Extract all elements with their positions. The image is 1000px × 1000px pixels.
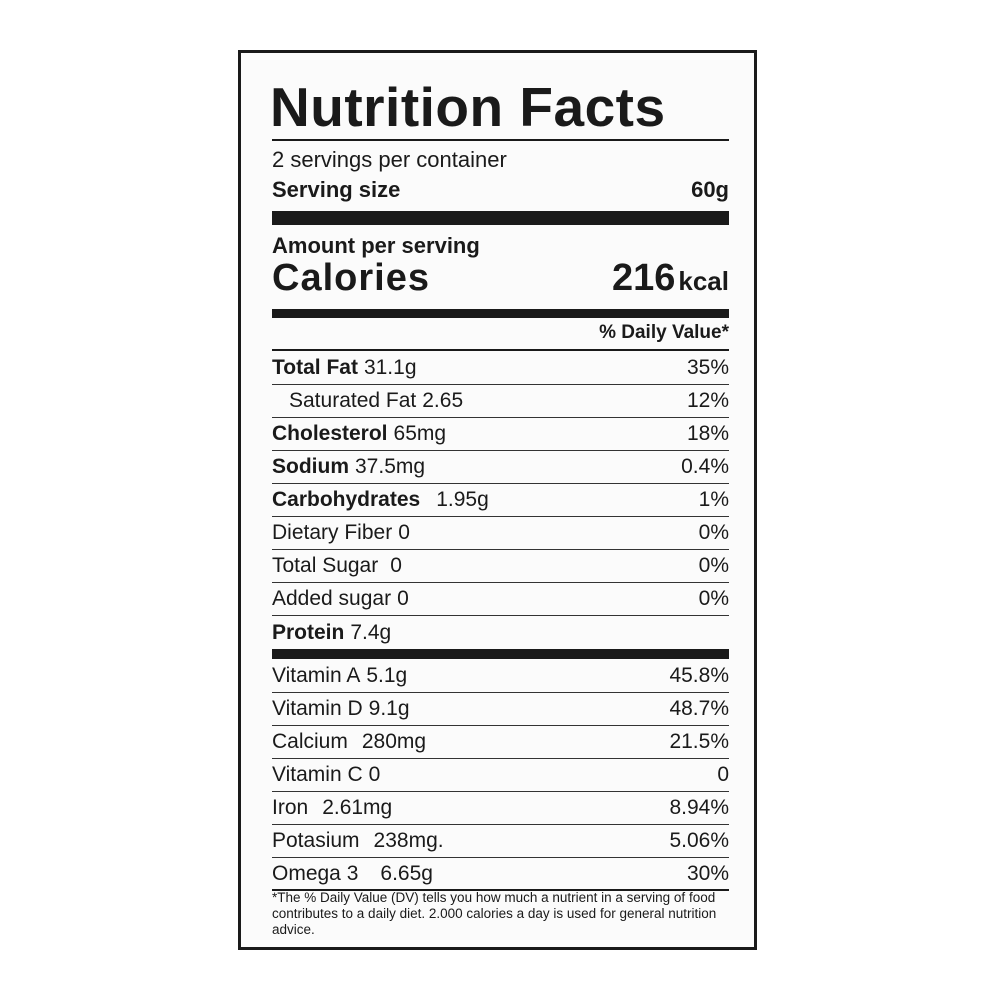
nutrient-amount: 37.5mg — [355, 455, 426, 478]
nutrient-amount: 1.95g — [436, 488, 489, 511]
vitamin-row: Vitamin A 5.1g 45.8% — [272, 660, 729, 693]
nutrient-row: Dietary Fiber 0 0% — [272, 517, 729, 550]
rule — [272, 349, 729, 351]
vitamin-amount: 280mg — [361, 730, 427, 753]
nutrient-amount: 0 — [398, 521, 410, 544]
nutrient-row: Sodium 37.5mg 0.4% — [272, 451, 729, 484]
thick-rule — [272, 649, 729, 659]
vitamin-name: Vitamin C — [272, 763, 363, 786]
nutrient-name: Saturated Fat — [289, 389, 417, 412]
nutrient-amount: 0 — [397, 587, 409, 610]
vitamin-row: Vitamin D 9.1g 48.7% — [272, 693, 729, 726]
vitamin-dv: 8.94% — [669, 796, 729, 819]
vitamin-row: Iron 2.61mg 8.94% — [272, 792, 729, 825]
vitamin-name: Potasium — [272, 829, 360, 852]
amount-per-serving: Amount per serving — [272, 233, 480, 258]
nutrient-name: Protein — [272, 620, 345, 644]
thick-rule — [272, 309, 729, 318]
nutrient-row: Carbohydrates 1.95g 1% — [272, 484, 729, 517]
nutrient-dv: 0% — [698, 587, 729, 610]
nutrient-dv: 12% — [686, 389, 729, 412]
nutrient-amount: 2.65 — [422, 389, 464, 412]
vitamin-dv: 0 — [717, 763, 729, 786]
vitamin-amount: 9.1g — [368, 697, 410, 720]
serving-size-value: 60g — [691, 177, 729, 202]
vitamin-amount: 0 — [368, 763, 381, 786]
nutrient-dv: 0% — [698, 521, 729, 544]
nutrient-dv: 1% — [698, 488, 729, 511]
nutrient-name: Cholesterol — [272, 422, 388, 445]
vitamin-name: Calcium — [272, 730, 348, 753]
nutrient-list: Total Fat 31.1g 35% Saturated Fat 2.65 12% C… — [272, 352, 729, 649]
nutrient-name: Dietary Fiber — [272, 521, 393, 544]
footnote: *The % Daily Value (DV) tells you how mu… — [272, 890, 717, 937]
nutrient-name: Added sugar — [272, 587, 392, 610]
nutrient-amount: 65mg — [393, 422, 447, 445]
nutrient-name: Total Fat — [272, 356, 358, 379]
daily-value-header: % Daily Value* — [599, 322, 729, 343]
title: Nutrition Facts — [270, 76, 666, 138]
vitamin-row: Calcium 280mg 21.5% — [272, 726, 729, 759]
vitamin-dv: 45.8% — [669, 664, 729, 687]
vitamin-dv: 30% — [686, 861, 729, 885]
calories-amount: 216 kcal — [612, 257, 729, 300]
nutrient-dv: 18% — [686, 422, 729, 445]
nutrient-amount: 31.1g — [363, 356, 417, 379]
nutrient-row: Saturated Fat 2.65 12% — [272, 385, 729, 418]
nutrient-row: Protein 7.4g — [272, 616, 729, 649]
nutrient-dv: 0% — [698, 554, 729, 577]
calories-value: 216 — [611, 257, 676, 299]
vitamin-name: Vitamin D — [272, 697, 363, 720]
nutrient-amount: 0 — [390, 554, 402, 577]
nutrient-row: Total Sugar 0 0% — [272, 550, 729, 583]
calories-label: Calories — [272, 257, 430, 299]
nutrition-label: Nutrition Facts 2 servings per container… — [238, 50, 757, 950]
vitamin-amount: 238mg. — [373, 829, 444, 852]
nutrient-name: Sodium — [272, 455, 349, 478]
nutrient-dv: 0.4% — [681, 455, 729, 478]
vitamin-name: Iron — [272, 796, 309, 819]
vitamin-dv: 5.06% — [669, 829, 729, 852]
nutrient-row: Total Fat 31.1g 35% — [272, 352, 729, 385]
serving-size-label: Serving size — [272, 177, 401, 202]
vitamin-amount: 6.65g — [380, 861, 433, 885]
vitamin-amount: 5.1g — [366, 664, 408, 687]
thick-rule — [272, 211, 729, 225]
rule — [272, 139, 729, 141]
nutrient-row: Added sugar 0 0% — [272, 583, 729, 616]
nutrient-dv: 35% — [686, 356, 729, 379]
vitamin-row: Omega 3 6.65g 30% — [272, 858, 729, 891]
nutrient-name: Carbohydrates — [272, 488, 421, 511]
serving-size-row: Serving size 60g — [272, 177, 729, 203]
vitamin-dv: 21.5% — [669, 730, 729, 753]
nutrient-name: Total Sugar — [272, 554, 379, 577]
servings: 2 servings per container — [272, 147, 507, 172]
nutrient-row: Cholesterol 65mg 18% — [272, 418, 729, 451]
vitamin-row: Potasium 238mg. 5.06% — [272, 825, 729, 858]
vitamin-name: Omega 3 — [272, 861, 359, 885]
vitamin-name: Vitamin A — [272, 664, 361, 687]
vitamin-list: Vitamin A 5.1g 45.8% Vitamin D 9.1g 48.7% Ca… — [272, 660, 729, 891]
vitamin-dv: 48.7% — [669, 697, 729, 720]
nutrient-amount: 7.4g — [350, 620, 392, 644]
calories-row: Calories 216 kcal — [272, 257, 729, 300]
vitamin-amount: 2.61mg — [322, 796, 393, 819]
calories-unit: kcal — [678, 266, 729, 296]
